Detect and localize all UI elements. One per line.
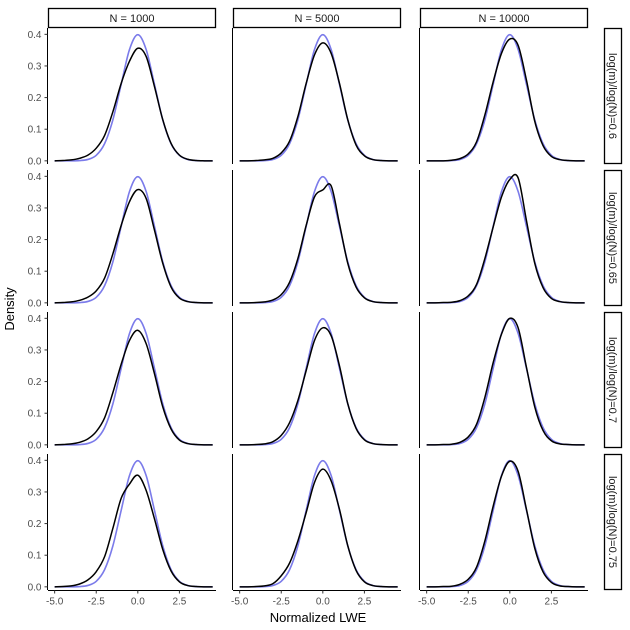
reference-density-line bbox=[426, 175, 585, 304]
row-strip-label: log(m)/log(N)=0.75 bbox=[606, 476, 618, 568]
column-strip-headers: N = 1000 N = 5000 N = 10000 bbox=[47, 7, 589, 29]
empirical-density-line bbox=[239, 326, 398, 446]
empirical-density-line bbox=[54, 329, 213, 446]
x-tick-label: -5.0 bbox=[46, 597, 64, 608]
reference-density-line bbox=[239, 175, 398, 304]
y-tick-label: 0.0 bbox=[28, 298, 42, 309]
empirical-density-line bbox=[239, 42, 398, 162]
y-tick-label: 0.4 bbox=[28, 172, 42, 183]
reference-density-line bbox=[239, 459, 398, 588]
y-tick-label: 0.3 bbox=[28, 487, 42, 498]
column-strip-box bbox=[232, 7, 402, 29]
y-tick-label: 0.3 bbox=[28, 203, 42, 214]
empirical-density-line bbox=[239, 468, 398, 588]
y-tick-label: 0.2 bbox=[28, 235, 42, 246]
x-tick-label: 2.5 bbox=[357, 597, 371, 608]
y-tick-label: 0.1 bbox=[28, 409, 42, 420]
reference-density-line bbox=[426, 33, 585, 162]
x-tick-label: -5.0 bbox=[418, 597, 436, 608]
row-strip-headers: log(m)/log(N)=0.6 log(m)/log(N)=0.65 log(m… bbox=[603, 27, 623, 591]
x-tick-label: 0.0 bbox=[503, 597, 517, 608]
y-tick-label: 0.3 bbox=[28, 345, 42, 356]
x-tick-label: -2.5 bbox=[273, 597, 291, 608]
reference-density-line bbox=[239, 33, 398, 162]
empirical-density-line bbox=[54, 188, 213, 304]
x-axis-title: Normalized LWE bbox=[270, 610, 367, 625]
column-strip-label: N = 5000 bbox=[295, 13, 340, 25]
reference-density-line bbox=[54, 459, 213, 588]
row-strip-label: log(m)/log(N)=0.7 bbox=[606, 337, 618, 423]
empirical-density-line bbox=[54, 47, 213, 162]
y-axis-title: Density bbox=[2, 287, 17, 331]
y-tick-label: 0.4 bbox=[28, 314, 42, 325]
empirical-density-line bbox=[426, 173, 585, 304]
reference-density-line bbox=[426, 459, 585, 588]
x-tick-label: -5.0 bbox=[231, 597, 249, 608]
y-tick-label: 0.2 bbox=[28, 377, 42, 388]
plot-panels bbox=[54, 33, 585, 588]
row-strip-box bbox=[603, 27, 623, 165]
x-tick-label: 0.0 bbox=[316, 597, 330, 608]
x-tick-label: 2.5 bbox=[172, 597, 186, 608]
empirical-density-line bbox=[239, 183, 398, 304]
reference-density-line bbox=[54, 317, 213, 446]
x-tick-label: 0.0 bbox=[131, 597, 145, 608]
y-tick-label: 0.4 bbox=[28, 30, 42, 41]
row-strip-box bbox=[603, 169, 623, 307]
empirical-density-line bbox=[426, 460, 585, 588]
y-tick-label: 0.1 bbox=[28, 125, 42, 136]
empirical-density-line bbox=[426, 37, 585, 162]
x-tick-label: 2.5 bbox=[544, 597, 558, 608]
reference-density-line bbox=[54, 175, 213, 304]
reference-density-line bbox=[239, 317, 398, 446]
y-tick-label: 0.3 bbox=[28, 61, 42, 72]
y-tick-label: 0.1 bbox=[28, 551, 42, 562]
y-tick-label: 0.0 bbox=[28, 156, 42, 167]
y-tick-label: 0.1 bbox=[28, 267, 42, 278]
y-tick-label: 0.2 bbox=[28, 519, 42, 530]
column-strip-box bbox=[419, 7, 589, 29]
row-strip-box bbox=[603, 311, 623, 449]
y-tick-label: 0.0 bbox=[28, 440, 42, 451]
column-strip-box bbox=[47, 7, 217, 29]
y-axes: 0.0 0.1 0.2 0.3 0.4 0.0 0.1 0.2 0.3 0.4 0.0 0.1 0.2 0… bbox=[28, 28, 420, 593]
reference-density-line bbox=[426, 317, 585, 446]
y-tick-label: 0.2 bbox=[28, 93, 42, 104]
x-axes: -5.0 -2.5 0.0 2.5 -5.0 -2.5 0.0 2.5 -5.0 -2.5 0.0 2… bbox=[46, 590, 588, 608]
row-strip-box bbox=[603, 453, 623, 591]
row-strip-label: log(m)/log(N)=0.65 bbox=[606, 192, 618, 284]
empirical-density-line bbox=[426, 317, 585, 446]
empirical-density-line bbox=[54, 474, 213, 588]
column-strip-label: N = 1000 bbox=[110, 13, 155, 25]
x-tick-label: -2.5 bbox=[460, 597, 478, 608]
y-tick-label: 0.0 bbox=[28, 582, 42, 593]
column-strip-label: N = 10000 bbox=[478, 13, 529, 25]
row-strip-label: log(m)/log(N)=0.6 bbox=[606, 53, 618, 139]
y-tick-label: 0.4 bbox=[28, 456, 42, 467]
x-tick-label: -2.5 bbox=[88, 597, 106, 608]
